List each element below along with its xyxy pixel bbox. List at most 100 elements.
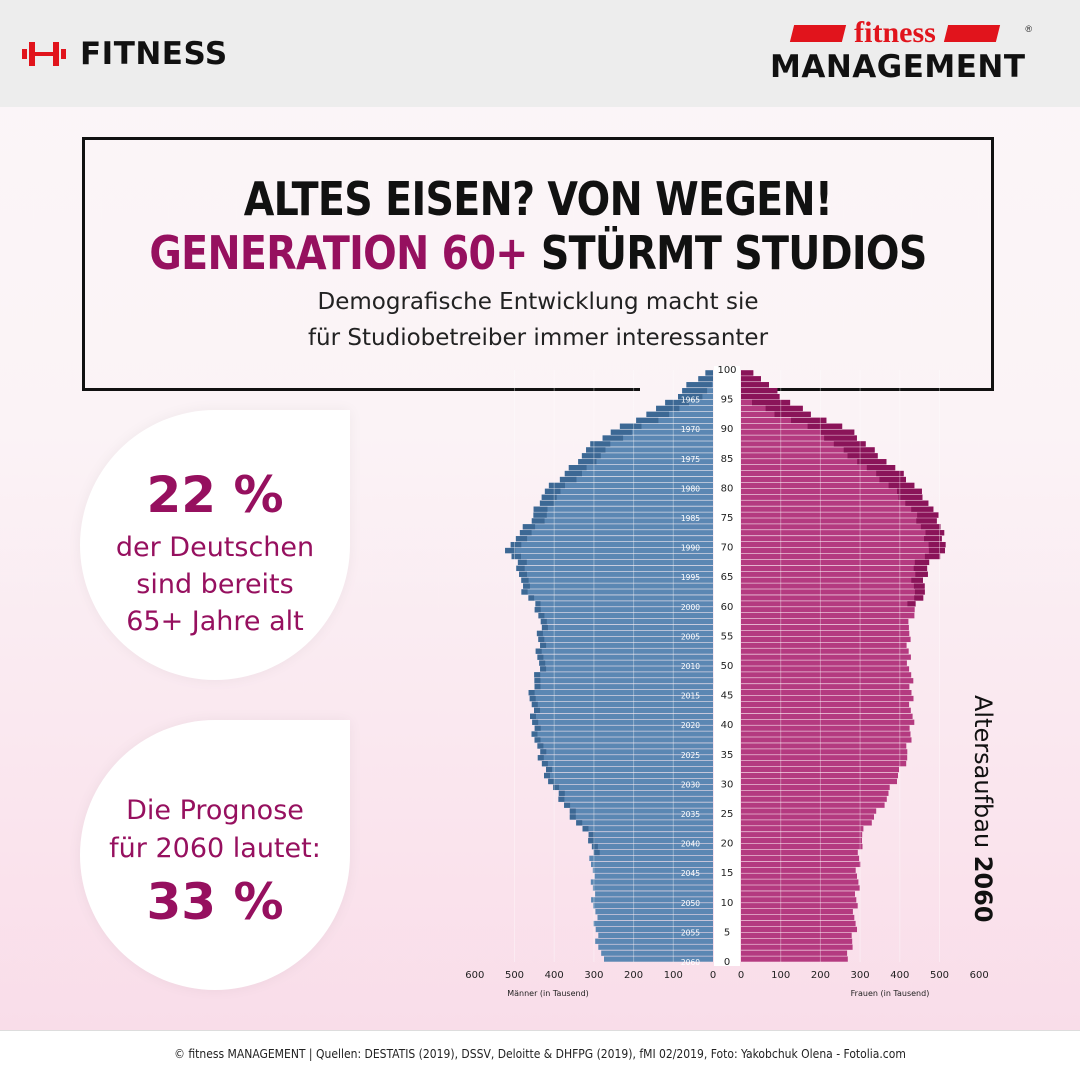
men-bar (539, 500, 713, 506)
men-surplus-bar (537, 654, 544, 660)
men-surplus-bar (582, 826, 589, 832)
women-surplus-bar (866, 465, 896, 471)
age-tick-label: 0 (724, 957, 730, 968)
women-surplus-bar (913, 583, 925, 589)
age-axis-gutter (714, 366, 740, 966)
women-surplus-bar (847, 453, 878, 459)
men-bar (548, 778, 713, 785)
stat-current-line-3: 65+ Jahre alt (126, 606, 304, 637)
women-bar (741, 583, 925, 589)
women-bar (741, 932, 852, 939)
women-bar (741, 547, 945, 554)
men-bar (593, 903, 713, 909)
men-bar (578, 459, 713, 465)
women-bar (741, 482, 915, 489)
women-bar (741, 950, 848, 956)
women-surplus-bar (741, 388, 778, 394)
age-tick-label: 30 (721, 779, 734, 790)
women-bar (741, 713, 913, 720)
men-bar (534, 607, 713, 613)
men-bar (534, 684, 713, 690)
men-surplus-bar (548, 482, 565, 489)
men-surplus-bar (553, 784, 560, 791)
men-bar (589, 855, 713, 862)
men-bar (537, 743, 713, 749)
women-bar (741, 435, 857, 441)
birth-year-label: 2030 (681, 780, 700, 789)
men-surplus-bar (519, 530, 532, 536)
women-bar (741, 417, 827, 424)
men-bar (591, 843, 713, 850)
men-bar (569, 808, 713, 814)
men-bar (595, 938, 713, 944)
women-surplus-bar (907, 601, 916, 607)
men-surplus-bar (564, 802, 571, 808)
women-surplus-bar (914, 595, 924, 601)
women-bar (741, 618, 909, 625)
age-tick-label: 95 (721, 395, 734, 406)
women-bar (741, 607, 915, 613)
women-bar (741, 808, 877, 814)
men-surplus-bar (568, 465, 587, 471)
women-bar (741, 518, 937, 524)
women-bar (741, 956, 848, 962)
men-surplus-bar (530, 713, 536, 720)
men-bar (532, 719, 713, 725)
men-bar (531, 701, 713, 708)
women-bar (741, 737, 912, 743)
women-surplus-bar (774, 411, 811, 418)
women-bar (741, 938, 853, 944)
women-bar (741, 707, 911, 714)
women-surplus-bar (905, 500, 929, 506)
women-bar (741, 820, 872, 826)
men-surplus-bar (531, 518, 545, 524)
men-surplus-bar (534, 725, 541, 731)
men-bar (510, 542, 713, 548)
women-bar (741, 814, 874, 820)
men-surplus-bar (519, 571, 527, 577)
women-surplus-bar (752, 399, 791, 406)
women-surplus-bar (879, 476, 906, 483)
men-surplus-bar (532, 719, 539, 725)
men-bar (534, 678, 714, 684)
men-bar (521, 589, 713, 595)
men-bar (539, 660, 713, 666)
men-surplus-bar (546, 766, 552, 773)
women-surplus-bar (897, 488, 922, 495)
men-bar (530, 713, 713, 720)
age-tick-label: 45 (721, 691, 734, 702)
women-bar (741, 512, 939, 518)
men-surplus-bar (541, 494, 557, 500)
women-bar (741, 453, 878, 459)
age-tick-label: 60 (721, 602, 734, 613)
birth-year-label: 2020 (681, 721, 700, 730)
men-bar (540, 749, 713, 755)
women-bar (741, 784, 890, 791)
men-bar (531, 518, 713, 524)
women-bar (741, 926, 857, 933)
men-bar (656, 405, 713, 412)
women-bar (741, 861, 861, 868)
men-surplus-bar (593, 849, 600, 856)
men-surplus-bar (540, 666, 547, 672)
men-surplus-bar (534, 684, 541, 690)
men-bar (540, 666, 713, 672)
men-surplus-bar (535, 648, 542, 654)
men-x-tick-label: 300 (584, 970, 603, 981)
women-surplus-bar (765, 405, 803, 412)
women-bar (741, 595, 924, 601)
headline-frame (82, 137, 994, 391)
age-tick-label: 5 (724, 927, 730, 938)
men-surplus-bar (521, 577, 529, 583)
men-surplus-bar (537, 755, 544, 761)
men-surplus-bar (558, 796, 565, 802)
dumbbell-icon (22, 42, 66, 66)
men-surplus-bar (564, 470, 582, 477)
stat-bubble-forecast (80, 720, 350, 990)
men-bar (534, 707, 713, 714)
women-bar (741, 920, 856, 927)
women-bar (741, 447, 875, 453)
men-surplus-bar (588, 832, 595, 838)
men-bar (592, 885, 713, 891)
men-bar (588, 832, 713, 838)
